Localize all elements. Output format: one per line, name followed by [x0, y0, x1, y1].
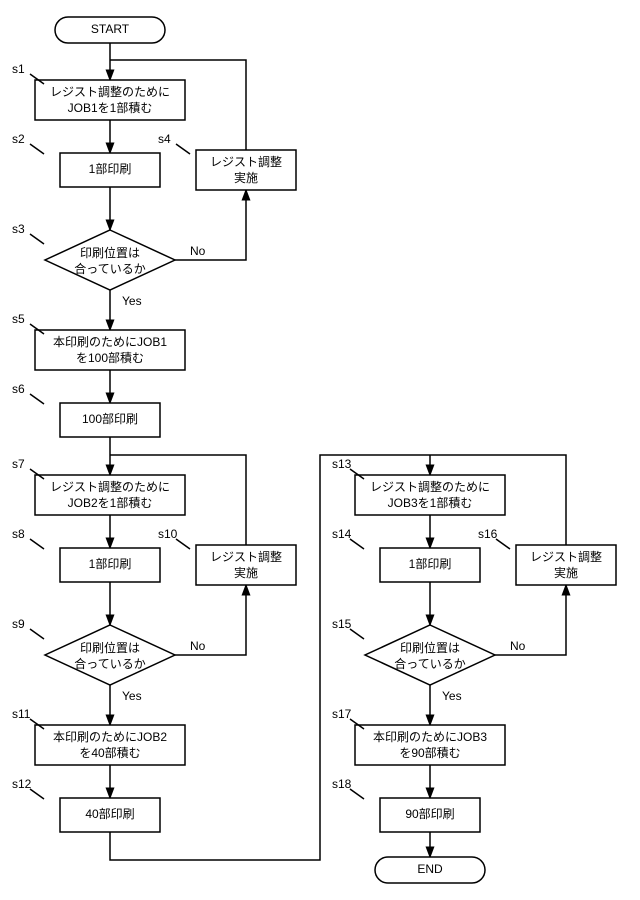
node-s8: 1部印刷 s8	[12, 527, 160, 582]
node-end: END	[375, 857, 485, 883]
svg-text:Yes: Yes	[122, 689, 142, 703]
svg-text:s9: s9	[12, 617, 25, 631]
svg-text:s4: s4	[158, 132, 171, 146]
svg-text:JOB3を1部積む: JOB3を1部積む	[388, 495, 473, 510]
node-s13: レジスト調整のためにJOB3を1部積む s13	[332, 457, 505, 515]
svg-text:本印刷のためにJOB3: 本印刷のためにJOB3	[373, 730, 487, 744]
svg-text:実施: 実施	[554, 565, 578, 580]
svg-text:40部印刷: 40部印刷	[85, 806, 134, 821]
svg-text:100部印刷: 100部印刷	[82, 411, 138, 426]
node-s5: 本印刷のためにJOB1を100部積む s5	[12, 312, 185, 370]
svg-text:レジスト調整: レジスト調整	[530, 549, 602, 564]
svg-text:印刷位置は: 印刷位置は	[80, 640, 140, 655]
node-s15: 印刷位置は合っているか No Yes s15	[332, 617, 526, 703]
svg-text:s5: s5	[12, 312, 25, 326]
svg-text:s7: s7	[12, 457, 25, 471]
node-s2: 1部印刷 s2	[12, 132, 160, 187]
svg-text:レジスト調整のために: レジスト調整のために	[50, 84, 170, 99]
svg-text:s16: s16	[478, 527, 498, 541]
svg-text:90部印刷: 90部印刷	[405, 806, 454, 821]
svg-text:s2: s2	[12, 132, 25, 146]
svg-text:1部印刷: 1部印刷	[89, 556, 132, 571]
node-s16: レジスト調整実施 s16	[478, 527, 616, 585]
svg-text:合っているか: 合っているか	[394, 656, 465, 671]
svg-text:JOB2を1部積む: JOB2を1部積む	[68, 495, 153, 510]
svg-text:1部印刷: 1部印刷	[89, 161, 132, 176]
svg-text:1部印刷: 1部印刷	[409, 556, 452, 571]
node-start: START	[55, 17, 165, 43]
svg-text:s15: s15	[332, 617, 352, 631]
svg-text:レジスト調整: レジスト調整	[210, 549, 282, 564]
node-s17: 本印刷のためにJOB3を90部積む s17	[332, 707, 505, 765]
node-s3: 印刷位置は合っているか No Yes s3	[12, 222, 206, 308]
svg-text:を40部積む: を40部積む	[79, 745, 140, 760]
svg-text:s17: s17	[332, 707, 352, 721]
svg-text:s13: s13	[332, 457, 352, 471]
node-s7: レジスト調整のためにJOB2を1部積む s7	[12, 457, 185, 515]
node-s12: 40部印刷 s12	[12, 777, 160, 832]
svg-text:START: START	[91, 22, 130, 36]
svg-text:本印刷のためにJOB2: 本印刷のためにJOB2	[53, 730, 167, 744]
svg-text:END: END	[417, 862, 443, 876]
svg-text:を100部積む: を100部積む	[76, 350, 144, 365]
node-s18: 90部印刷 s18	[332, 777, 480, 832]
svg-text:s11: s11	[12, 707, 31, 721]
nodes: STARTレジスト調整のためにJOB1を1部積むs11部印刷s2レジスト調整実施…	[12, 17, 616, 883]
svg-text:レジスト調整のために: レジスト調整のために	[50, 479, 170, 494]
node-s6: 100部印刷 s6	[12, 382, 160, 437]
svg-text:No: No	[190, 639, 206, 653]
svg-text:実施: 実施	[234, 170, 258, 185]
flowchart: STARTレジスト調整のためにJOB1を1部積むs11部印刷s2レジスト調整実施…	[0, 0, 640, 900]
svg-text:レジスト調整: レジスト調整	[210, 154, 282, 169]
svg-text:s3: s3	[12, 222, 25, 236]
svg-text:s6: s6	[12, 382, 25, 396]
svg-text:本印刷のためにJOB1: 本印刷のためにJOB1	[53, 335, 167, 349]
svg-text:印刷位置は: 印刷位置は	[80, 245, 140, 260]
svg-text:Yes: Yes	[442, 689, 462, 703]
node-s14: 1部印刷 s14	[332, 527, 480, 582]
node-s1: レジスト調整のためにJOB1を1部積む s1	[12, 62, 185, 120]
node-s11: 本印刷のためにJOB2を40部積む s11	[12, 707, 185, 765]
svg-text:Yes: Yes	[122, 294, 142, 308]
svg-text:を90部積む: を90部積む	[399, 745, 460, 760]
svg-text:s8: s8	[12, 527, 25, 541]
svg-text:合っているか: 合っているか	[74, 656, 145, 671]
svg-text:s14: s14	[332, 527, 352, 541]
svg-text:s18: s18	[332, 777, 352, 791]
node-s9: 印刷位置は合っているか No Yes s9	[12, 617, 206, 703]
svg-text:JOB1を1部積む: JOB1を1部積む	[68, 100, 153, 115]
node-s10: レジスト調整実施 s10	[158, 527, 296, 585]
svg-text:No: No	[510, 639, 526, 653]
svg-text:s1: s1	[12, 62, 25, 76]
svg-text:印刷位置は: 印刷位置は	[400, 640, 460, 655]
svg-text:s10: s10	[158, 527, 178, 541]
svg-text:No: No	[190, 244, 206, 258]
svg-text:実施: 実施	[234, 565, 258, 580]
svg-text:合っているか: 合っているか	[74, 261, 145, 276]
svg-text:レジスト調整のために: レジスト調整のために	[370, 479, 490, 494]
node-s4: レジスト調整実施 s4	[158, 132, 296, 190]
svg-text:s12: s12	[12, 777, 32, 791]
